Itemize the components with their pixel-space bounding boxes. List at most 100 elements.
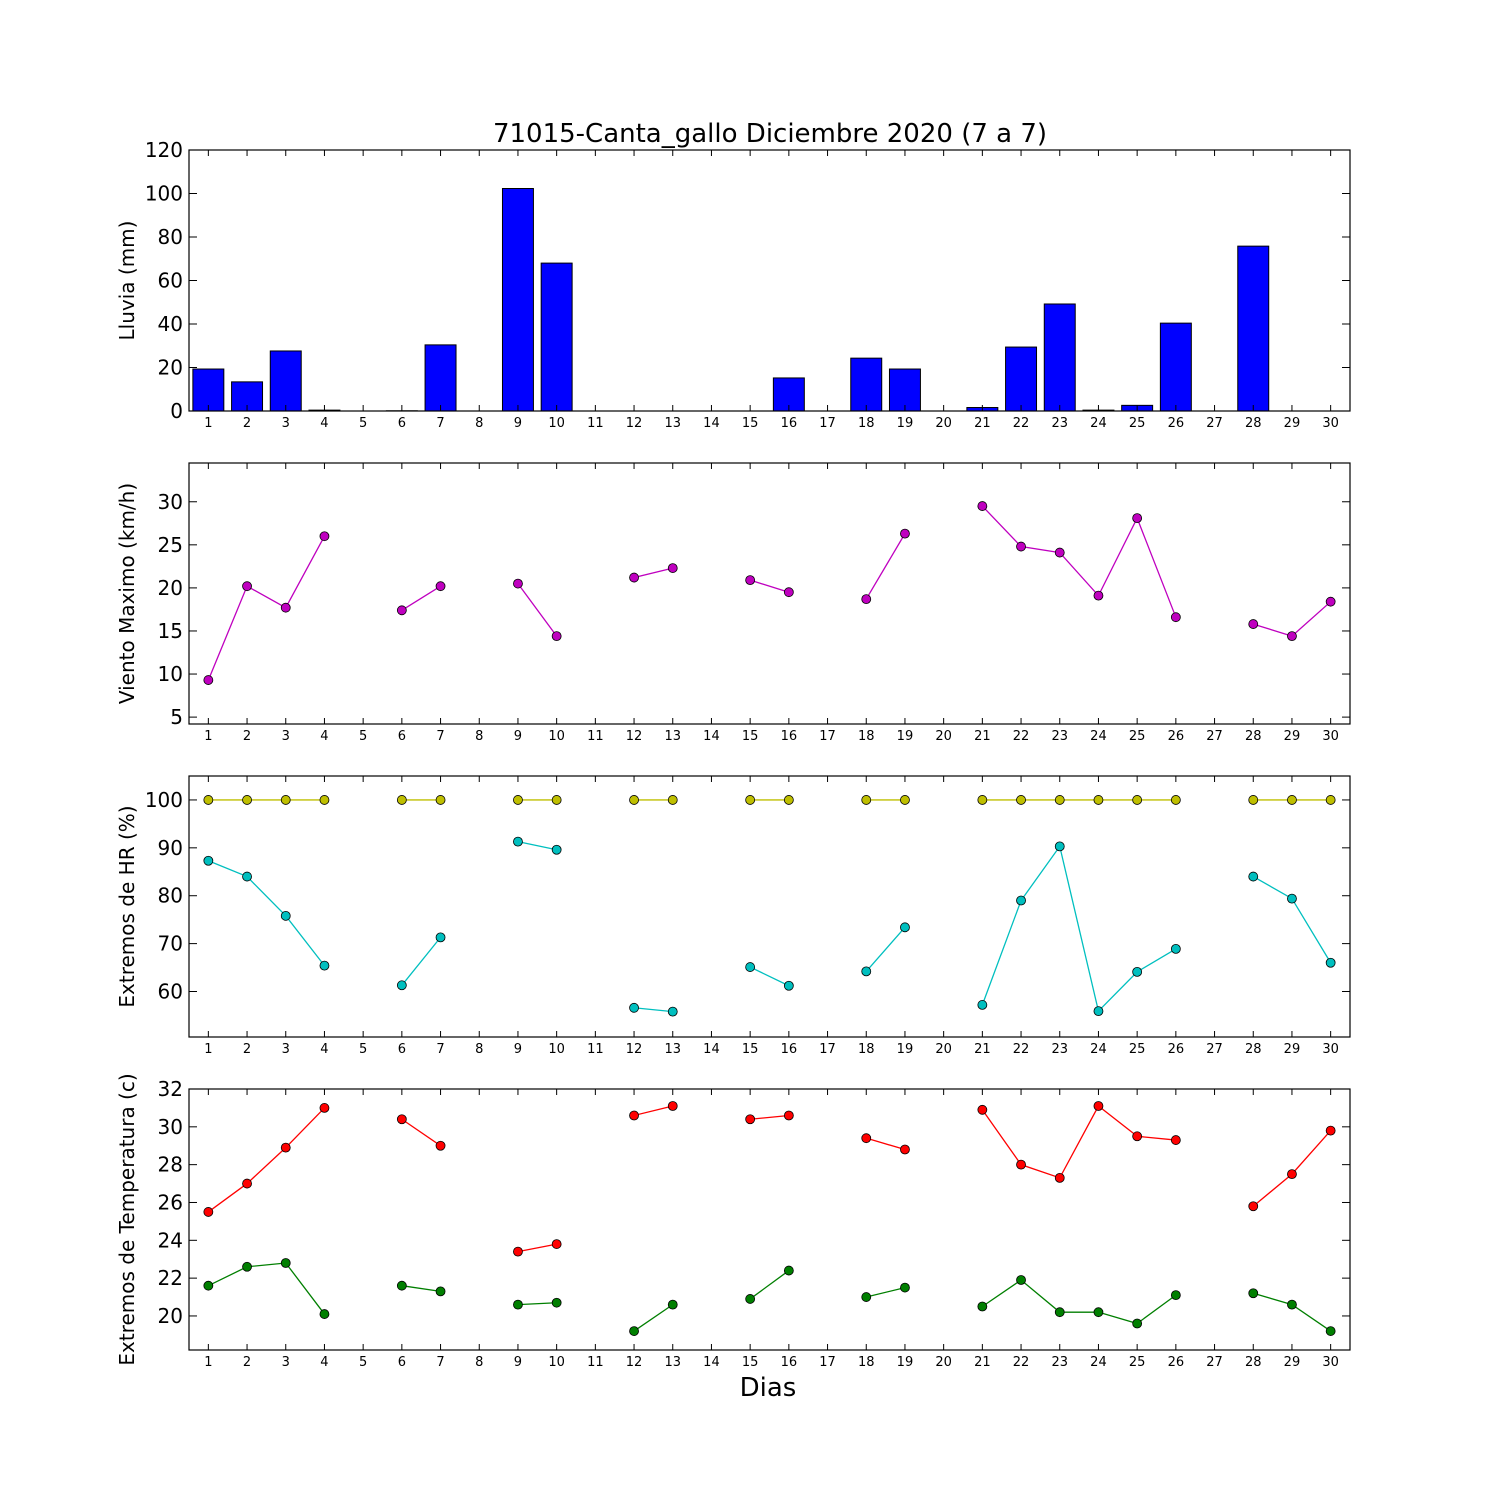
x-tick-label: 28 (1245, 1355, 1262, 1370)
x-tick-label: 30 (1322, 1042, 1339, 1057)
series-2-point-day-22 (1016, 1275, 1026, 1285)
x-tick-label: 9 (514, 729, 522, 744)
x-tick-label: 23 (1051, 1042, 1068, 1057)
x-tick-label: 4 (320, 1042, 328, 1057)
series-1-point-day-4 (319, 1103, 330, 1113)
y-tick-label: 20 (158, 356, 183, 380)
series-1-point-day-16 (783, 795, 794, 805)
x-tick-label: 1 (204, 416, 212, 431)
series-1-point-day-22 (1016, 795, 1026, 805)
x-tick-label: 9 (514, 1355, 522, 1370)
y-tick-label: 60 (158, 269, 183, 293)
x-tick-label: 7 (436, 729, 444, 744)
x-tick-label: 22 (1013, 416, 1030, 431)
series-2-point-day-15 (745, 962, 756, 972)
series-2-point-day-26 (1170, 1290, 1181, 1301)
series-1-point-day-28 (1248, 619, 1259, 629)
series-2-line-segment (981, 1279, 1177, 1325)
y-tick-label: 30 (158, 490, 183, 514)
x-tick-label: 6 (398, 729, 406, 744)
series-2-point-day-24 (1093, 1006, 1104, 1017)
series-1-point-day-26 (1170, 795, 1181, 805)
y-tick-label: 15 (158, 619, 183, 643)
x-tick-label: 23 (1051, 416, 1068, 431)
bar-day-19 (888, 368, 921, 412)
series-2-line-segment (866, 1286, 906, 1298)
series-1-point-day-15 (745, 575, 756, 586)
x-tick-label: 27 (1206, 729, 1223, 744)
series-1-point-day-18 (861, 594, 872, 604)
series-2-line-segment (1252, 876, 1332, 964)
series-1-point-day-15 (745, 795, 756, 805)
x-tick-label: 23 (1051, 729, 1068, 744)
series-1-point-day-3 (280, 602, 291, 613)
x-tick-label: 22 (1013, 1042, 1030, 1057)
plot-frame-hr (188, 775, 1351, 1038)
y-tick-label: 5 (170, 705, 183, 729)
x-tick-label: 2 (243, 416, 251, 431)
x-tick-label: 24 (1090, 729, 1107, 744)
x-tick-label: 16 (781, 729, 798, 744)
series-1-point-day-18 (861, 1133, 872, 1144)
bar-day-9 (501, 188, 534, 412)
x-tick-label: 18 (858, 729, 875, 744)
x-tick-label: 25 (1129, 1355, 1146, 1370)
series-1-point-day-23 (1054, 547, 1065, 558)
series-1-point-day-10 (551, 795, 562, 805)
series-1-line-segment (981, 1105, 1176, 1179)
x-tick-label: 21 (974, 416, 991, 431)
x-tick-label: 5 (359, 1042, 367, 1057)
x-tick-label: 19 (897, 416, 914, 431)
series-2-point-day-16 (783, 1265, 794, 1276)
x-tick-label: 12 (626, 416, 643, 431)
y-tick-label: 22 (158, 1266, 183, 1290)
bar-day-7 (424, 344, 457, 412)
y-tick-label: 120 (145, 138, 183, 162)
series-2-line-segment (633, 1007, 673, 1013)
series-1-point-day-16 (783, 1110, 794, 1121)
series-2-point-day-4 (319, 1309, 330, 1319)
y-tick-label: 24 (158, 1228, 183, 1252)
x-tick-label: 9 (514, 416, 522, 431)
bar-day-18 (850, 357, 883, 412)
series-1-point-day-1 (203, 675, 214, 685)
series-1-point-day-7 (435, 581, 446, 592)
x-tick-label: 13 (664, 1355, 681, 1370)
series-1-point-day-30 (1325, 795, 1336, 805)
series-2-line-segment (633, 1304, 674, 1332)
series-1-line-segment (1253, 601, 1332, 637)
x-tick-label: 15 (742, 1355, 759, 1370)
x-tick-label: 26 (1168, 1355, 1185, 1370)
x-tick-label: 12 (626, 1355, 643, 1370)
series-2-point-day-3 (280, 1258, 291, 1268)
series-2-point-day-18 (861, 1292, 872, 1302)
series-2-point-day-28 (1248, 1288, 1259, 1299)
series-1-point-day-6 (396, 795, 407, 805)
plot-frame-viento (188, 462, 1351, 725)
x-tick-label: 6 (398, 1042, 406, 1057)
x-tick-label: 25 (1129, 729, 1146, 744)
series-2-point-day-1 (203, 1280, 214, 1291)
series-2-point-day-24 (1093, 1307, 1104, 1318)
series-2-line-segment (1253, 1292, 1332, 1332)
x-tick-label: 9 (514, 1042, 522, 1057)
series-2-point-day-6 (396, 980, 407, 991)
x-tick-label: 6 (398, 416, 406, 431)
x-tick-label: 3 (282, 729, 290, 744)
series-1-line-segment (749, 579, 790, 593)
series-1-point-day-19 (900, 528, 910, 539)
series-2-point-day-15 (745, 1294, 756, 1304)
y-tick-label: 90 (158, 836, 183, 860)
x-tick-label: 29 (1284, 1042, 1301, 1057)
x-tick-label: 12 (626, 1042, 643, 1057)
x-tick-label: 12 (626, 729, 643, 744)
x-tick-label: 1 (204, 1042, 212, 1057)
x-tick-label: 19 (897, 1355, 914, 1370)
series-1-line-segment (633, 567, 673, 579)
x-tick-label: 4 (320, 1355, 328, 1370)
series-1-point-day-25 (1132, 1131, 1143, 1142)
x-tick-label: 14 (703, 1042, 720, 1057)
